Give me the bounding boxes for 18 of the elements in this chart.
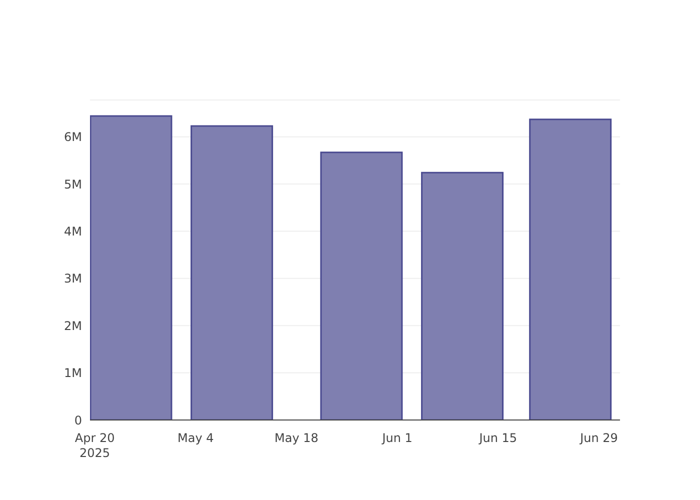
bar [320,152,403,420]
y-tick-label: 3M [64,272,82,286]
x-tick-label: Apr 20 2025 [74,431,115,460]
y-tick-label: 5M [64,177,82,192]
y-tick-label: 0 [74,413,82,428]
y-tick-label: 1M [64,366,82,380]
x-tick-label: May 18 [274,431,318,445]
x-tick-label: May 4 [178,431,214,445]
x-tick-label: Jun 15 [478,431,518,445]
bar [90,115,172,420]
y-tick-label: 2M [64,318,82,333]
bar [421,172,504,420]
bar [190,125,274,420]
bar [529,118,612,420]
y-tick-label: 4M [64,224,82,238]
x-tick-label: Jun 1 [381,431,412,445]
y-tick-label: 6M [64,130,82,144]
x-tick-label: Jun 29 [579,431,618,445]
